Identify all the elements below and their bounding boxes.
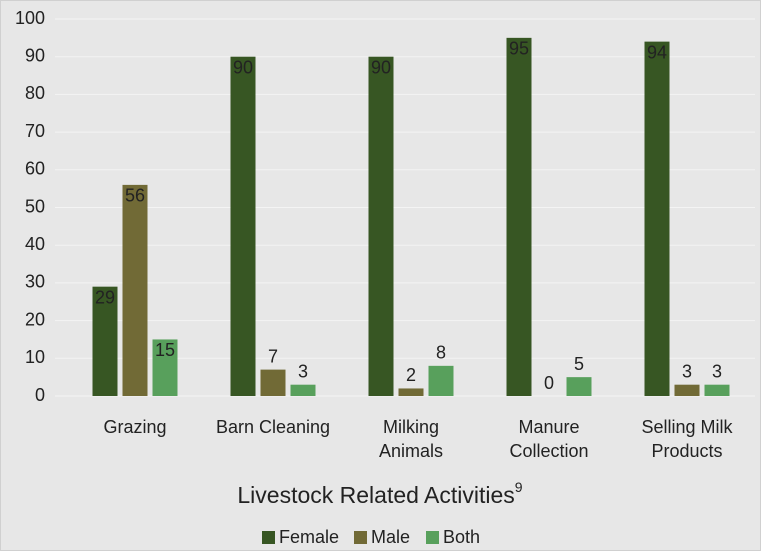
bar [230,56,256,396]
bar [506,37,532,396]
x-axis-title-note: 9 [515,479,523,495]
data-label: 90 [233,57,253,77]
bar [122,184,148,396]
y-tick-label: 60 [25,159,45,179]
y-tick-label: 80 [25,83,45,103]
data-label: 94 [647,42,667,62]
x-tick-label: Barn Cleaning [215,417,331,437]
data-label: 3 [682,361,692,381]
bar [566,377,592,396]
data-label: 56 [125,186,145,206]
bar [152,339,178,396]
bar [674,384,700,396]
bar [260,369,286,396]
bar [368,56,394,396]
bar [704,384,730,396]
y-tick-label: 40 [25,234,45,254]
data-label: 3 [712,361,722,381]
x-tick-label: Selling Milk Products [641,417,733,461]
data-label: 8 [436,343,446,363]
data-label: 15 [155,340,175,360]
legend-swatch [354,531,367,544]
data-label: 7 [268,346,278,366]
y-tick-label: 10 [25,347,45,367]
y-tick-label: 20 [25,309,45,329]
legend-label: Male [371,527,410,547]
y-tick-label: 30 [25,272,45,292]
bar [92,286,118,396]
x-axis-title: Livestock Related Activities9 [237,479,522,508]
data-label: 90 [371,57,391,77]
legend-label: Female [279,527,339,547]
data-label: 0 [544,373,554,393]
data-label: 5 [574,354,584,374]
legend-label: Both [443,527,480,547]
y-tick-label: 70 [25,121,45,141]
bar [644,41,670,397]
legend-swatch [262,531,275,544]
y-tick-label: 90 [25,45,45,65]
legend-swatch [426,531,439,544]
y-tick-label: 50 [25,196,45,216]
bar [428,365,454,396]
x-tick-label: Grazing [103,417,167,437]
y-tick-label: 100 [15,8,45,28]
y-tick-label: 0 [35,385,45,405]
bar [290,384,316,396]
bar [398,388,424,396]
x-axis-title-text: Livestock Related Activities [237,482,514,508]
x-tick-label: Manure Collection [509,417,589,461]
data-label: 29 [95,287,115,307]
x-tick-label: Milking Animals [378,417,444,461]
data-label: 2 [406,365,416,385]
data-label: 3 [298,361,308,381]
data-label: 95 [509,39,529,59]
